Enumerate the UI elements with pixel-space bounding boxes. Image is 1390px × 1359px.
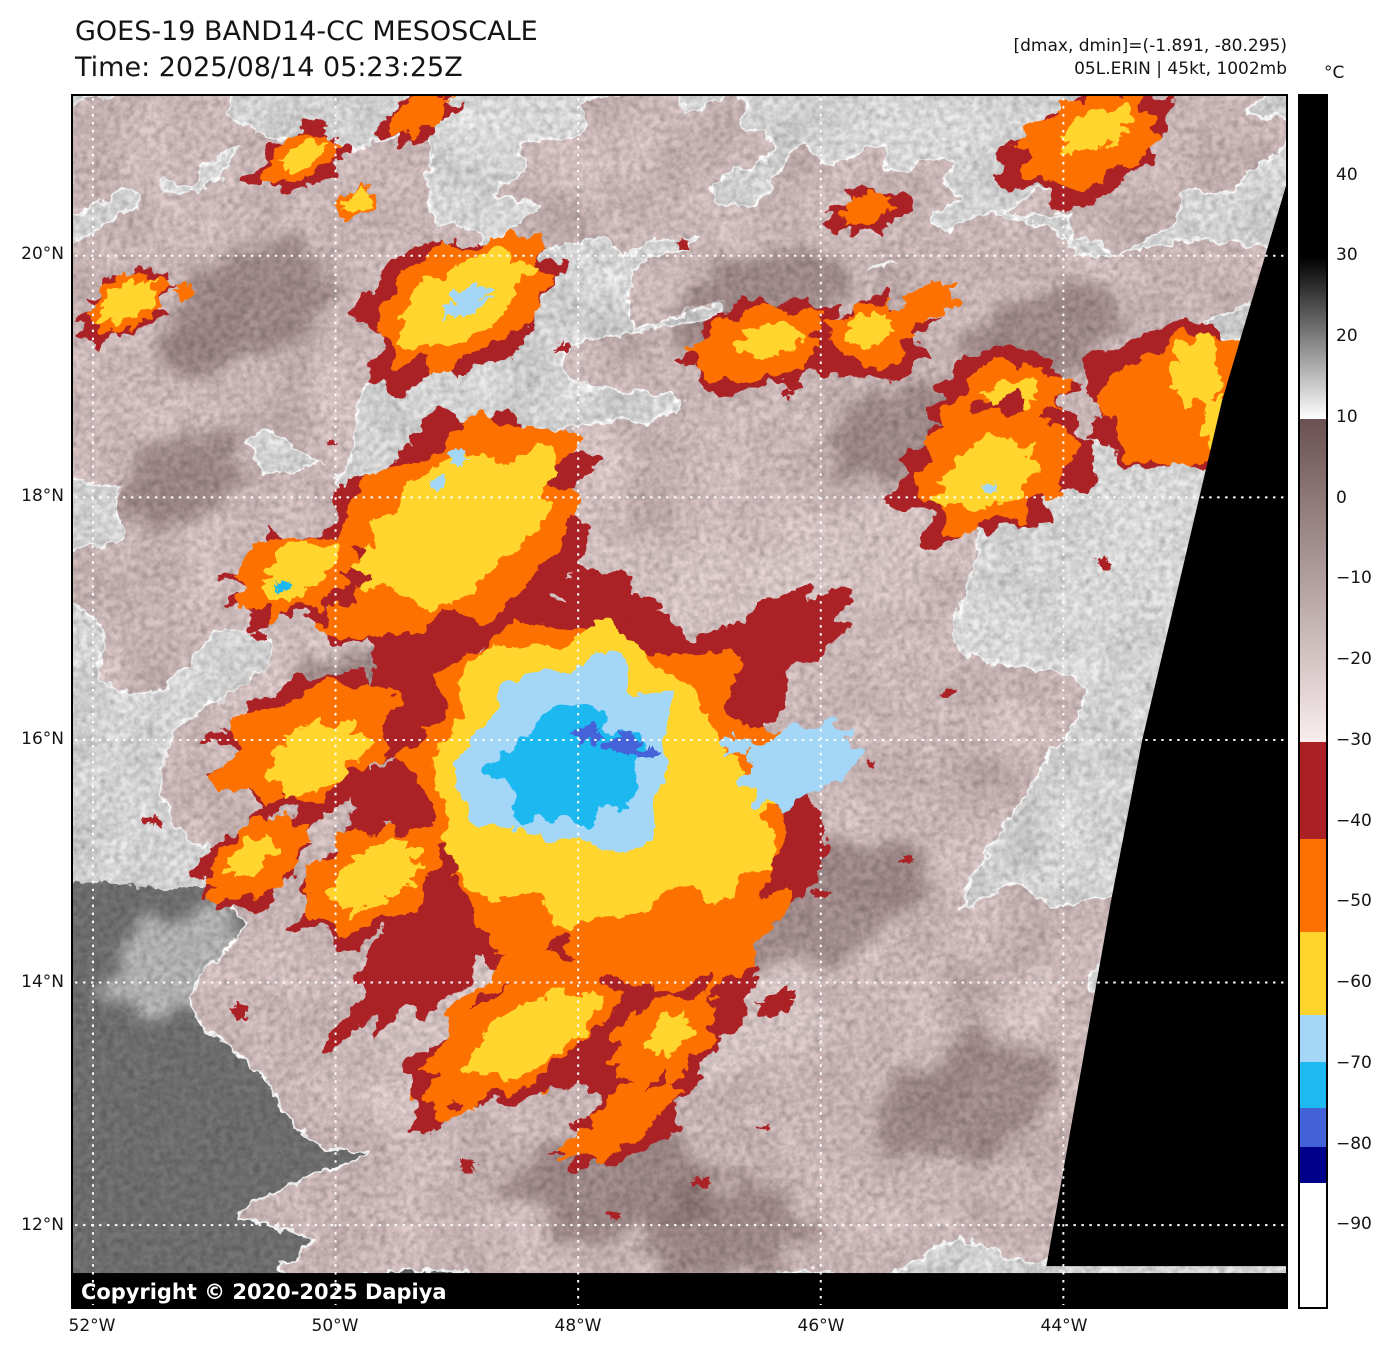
- cold-speckle: [898, 855, 914, 868]
- satellite-map: Copyright © 2020-2025 Dapiya: [71, 94, 1288, 1309]
- colorbar-tick-label: 40: [1336, 164, 1358, 185]
- convective-cell-topleft-cell-4: [76, 265, 179, 351]
- time-label: Time: 2025/08/14 05:23:25Z: [75, 52, 463, 83]
- latitude-tick-label: 12°N: [21, 1215, 64, 1235]
- colorbar-tick-label: −10: [1336, 568, 1372, 589]
- longitude-tick-label: 52°W: [68, 1316, 116, 1336]
- colorbar-segment: [1300, 932, 1326, 1015]
- convective-cell-cdo: [323, 564, 863, 1102]
- cold-speckle: [674, 237, 689, 248]
- colorbar-segment: [1300, 1061, 1326, 1108]
- latitude-tick-label: 18°N: [21, 486, 64, 506]
- convective-cell-topleft-cell-1: [244, 121, 353, 194]
- copyright-strip: [73, 1273, 1286, 1307]
- colorbar-tick-label: −60: [1336, 972, 1372, 993]
- colorbar-tick-label: −20: [1336, 649, 1372, 670]
- range-stats-label: [dmax, dmin]=(-1.891, -80.295): [1013, 36, 1288, 56]
- cold-speckle: [231, 1003, 251, 1020]
- cold-speckle: [1096, 556, 1113, 569]
- storm-info-label: 05L.ERIN | 45kt, 1002mb: [1074, 59, 1287, 79]
- latitude-tick-label: 16°N: [21, 729, 64, 749]
- colorbar-tick-label: 10: [1336, 406, 1358, 427]
- convective-cell-ne-band-2: [808, 288, 940, 382]
- colorbar-segment: [1300, 1147, 1326, 1184]
- convective-cell-ne-band-3: [884, 344, 1096, 549]
- colorbar-tick-label: 0: [1336, 487, 1347, 508]
- convective-cell-west-band-3: [188, 808, 318, 914]
- longitude-tick-label: 44°W: [1040, 1316, 1088, 1336]
- cold-speckle: [603, 1210, 621, 1223]
- overlay-layer: [73, 97, 1286, 1307]
- convective-cell-south-arc-1: [402, 932, 654, 1135]
- cold-speckle: [197, 736, 213, 748]
- colorbar-tick-label: −30: [1336, 729, 1372, 750]
- cold-speckle: [143, 815, 160, 829]
- colorbar-segment: [1300, 257, 1326, 419]
- convective-cell-south-specks: [708, 965, 797, 1017]
- colorbar-tick-label: −40: [1336, 810, 1372, 831]
- cold-speckle: [811, 885, 831, 899]
- longitude-tick-label: 46°W: [797, 1316, 845, 1336]
- colorbar-segment: [1300, 741, 1326, 839]
- cold-speckle: [325, 438, 341, 449]
- cold-speckle: [251, 631, 266, 642]
- convective-cell-south-arc-2: [585, 973, 748, 1109]
- colorbar-tick-label: −90: [1336, 1214, 1372, 1235]
- colorbar-tick-label: −70: [1336, 1052, 1372, 1073]
- cold-speckle: [864, 757, 879, 767]
- cold-speckle: [461, 1159, 480, 1172]
- colorbar-segment: [1300, 1014, 1326, 1062]
- cold-speckle: [449, 1100, 465, 1112]
- latitude-tick-label: 14°N: [21, 972, 64, 992]
- convective-cell-west-band-1: [220, 526, 373, 635]
- colorbar-segment: [1300, 838, 1326, 933]
- colorbar-tick-label: −80: [1336, 1133, 1372, 1154]
- convective-cell-ne-band-1: [676, 295, 858, 398]
- colorbar-segment: [1300, 418, 1326, 742]
- convective-cell-topleft-dot: [173, 283, 198, 300]
- convective-cell-nw-cell-b: [285, 406, 603, 686]
- page-title: GOES-19 BAND14-CC MESOSCALE: [75, 16, 538, 47]
- latitude-tick-label: 20°N: [21, 244, 64, 264]
- colorbar-tick-label: 30: [1336, 245, 1358, 266]
- longitude-tick-label: 50°W: [311, 1316, 359, 1336]
- convective-cell-west-band-4: [284, 805, 460, 953]
- copyright-label: Copyright © 2020-2025 Dapiya: [81, 1280, 447, 1304]
- convection-layer: [76, 96, 1277, 1223]
- colorbar-segment: [1300, 1183, 1326, 1307]
- cold-speckle: [692, 1176, 711, 1187]
- satellite-image: Copyright © 2020-2025 Dapiya: [73, 96, 1286, 1307]
- colorbar-unit-label: °C: [1324, 63, 1345, 83]
- no-data-wedge: [1046, 185, 1286, 1267]
- colorbar-tick-label: −50: [1336, 891, 1372, 912]
- cold-speckle: [755, 1121, 770, 1131]
- colorbar-tick-label: 20: [1336, 326, 1358, 347]
- convective-cell-ne-corner-cell: [996, 96, 1174, 212]
- cold-speckle: [940, 686, 955, 697]
- convective-cell-ne-small-1: [824, 187, 915, 239]
- longitude-tick-label: 48°W: [554, 1316, 602, 1336]
- convective-cell-topleft-cell-2: [373, 96, 463, 150]
- cold-speckle: [553, 341, 572, 353]
- convective-cell-ne-small-2: [893, 278, 962, 326]
- convective-cell-topleft-cell-3: [334, 184, 381, 219]
- colorbar: [1298, 94, 1328, 1309]
- colorbar-segment: [1300, 1107, 1326, 1148]
- convective-cell-nw-cell-a: [350, 230, 569, 398]
- convective-cell-west-band-2: [204, 669, 428, 823]
- cold-speckle: [781, 386, 797, 399]
- colorbar-segment: [1300, 96, 1326, 258]
- convective-cell-south-tail: [549, 1069, 705, 1173]
